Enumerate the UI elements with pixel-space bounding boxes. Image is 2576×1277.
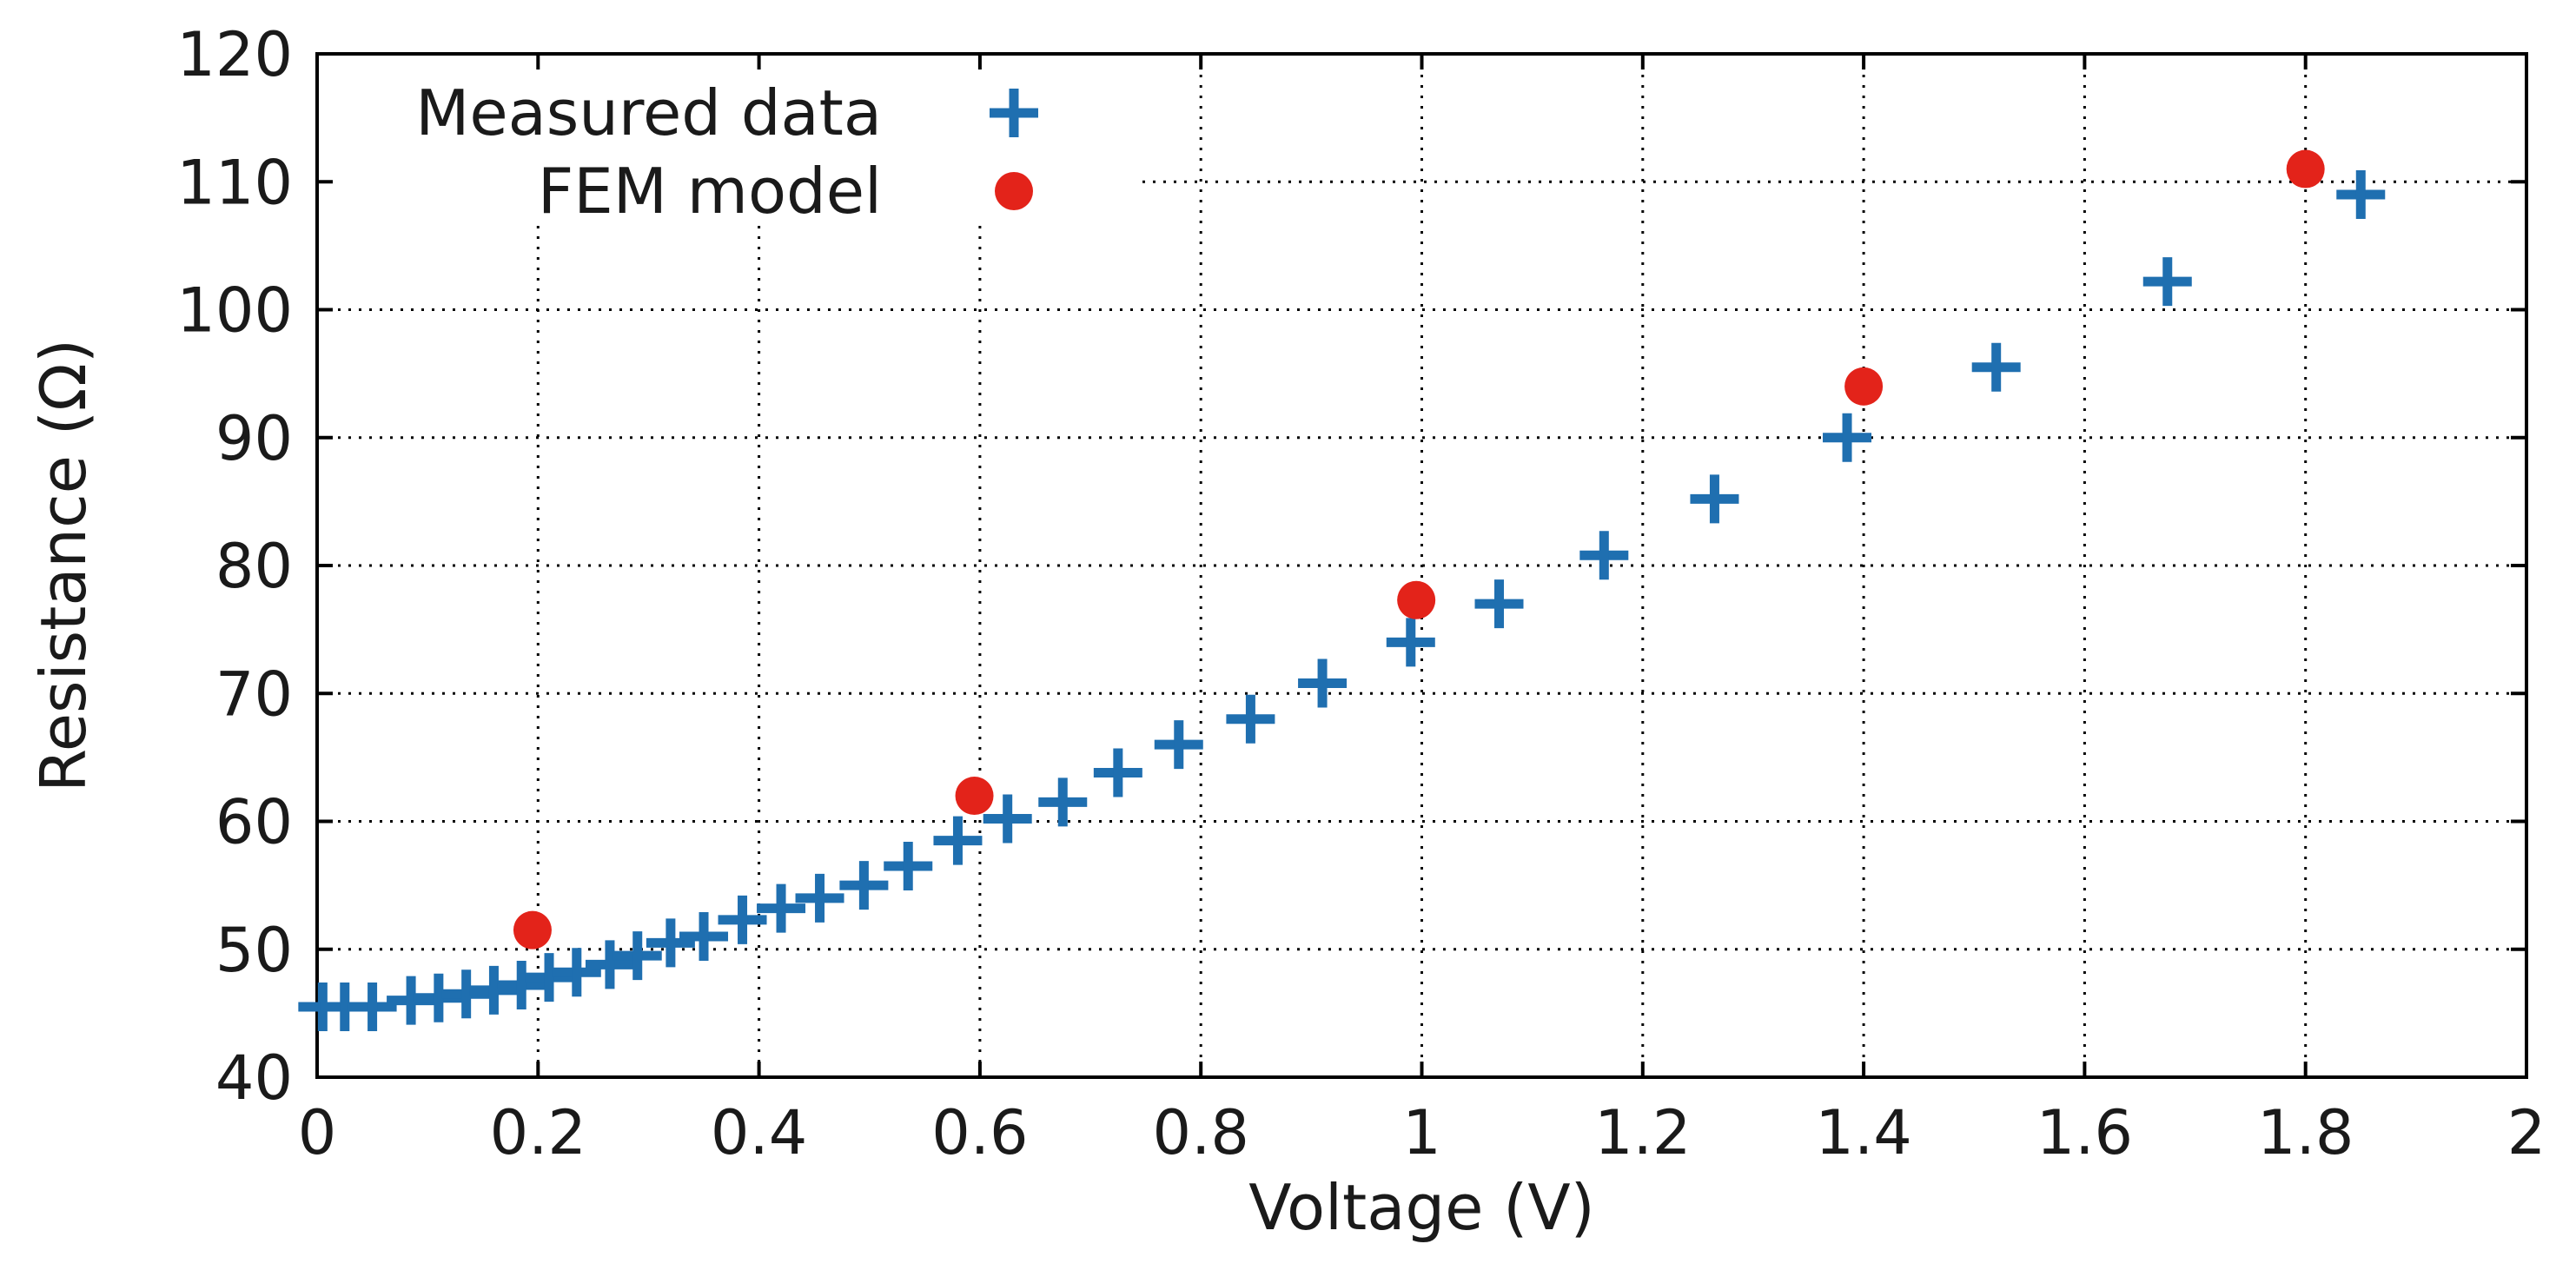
measured-data-point — [1823, 413, 1872, 462]
measured-data-point — [613, 931, 662, 981]
measured-data-point — [646, 918, 695, 968]
measured-data-point — [1474, 579, 1524, 629]
x-tick-label: 1.6 — [2036, 1097, 2133, 1168]
y-tick-label: 80 — [215, 531, 293, 602]
x-tick-label: 1.4 — [1815, 1097, 1911, 1168]
x-tick-label: 1.8 — [2257, 1097, 2354, 1168]
measured-data-point — [469, 965, 519, 1015]
measured-data-point — [2336, 169, 2386, 219]
x-tick-label: 1 — [1402, 1097, 1441, 1168]
measured-data-point — [552, 948, 601, 997]
y-tick-label: 100 — [176, 275, 293, 347]
measured-data-point — [1298, 658, 1348, 708]
fem-model-point — [1844, 367, 1884, 406]
measured-data-point — [1154, 720, 1203, 770]
measured-data-point — [348, 983, 397, 1032]
x-axis-label: Voltage (V) — [1248, 1171, 1594, 1244]
series-layer — [298, 149, 2386, 1032]
x-axis-ticks: 0 0.2 0.4 0.6 0.8 1 1.2 1.4 1.6 1.8 2 — [298, 54, 2546, 1168]
legend-marker-measured — [990, 89, 1038, 137]
y-tick-label: 110 — [176, 147, 293, 218]
measured-data-point — [839, 861, 889, 910]
y-tick-label: 40 — [215, 1042, 293, 1114]
measured-data-point — [1093, 748, 1142, 797]
measured-data-point — [884, 842, 933, 891]
measured-data-point — [525, 953, 574, 1002]
measured-data-point — [1971, 342, 2021, 392]
fem-model-point — [2286, 149, 2325, 189]
measured-data-point — [795, 873, 844, 923]
legend-label: FEM model — [538, 155, 882, 228]
measured-data-point — [1579, 531, 1629, 580]
measured-data-point — [497, 960, 546, 1009]
measured-data-point — [1226, 694, 1275, 744]
measured-data-point — [1386, 618, 1435, 667]
legend-marker-fem — [995, 172, 1033, 210]
fem-model-point — [1397, 580, 1436, 619]
measured-data-point — [2142, 257, 2192, 307]
x-tick-label: 0.4 — [711, 1097, 807, 1168]
measured-data-point — [757, 883, 806, 933]
y-tick-label: 120 — [176, 19, 293, 90]
y-tick-label: 60 — [215, 787, 293, 858]
x-tick-label: 2 — [2507, 1097, 2546, 1168]
measured-data-point — [585, 940, 634, 989]
y-tick-label: 70 — [215, 658, 293, 730]
y-tick-label: 50 — [215, 915, 293, 986]
y-axis-ticks: 40 50 60 70 80 90 100 110 120 — [176, 19, 2526, 1114]
measured-data-point — [718, 895, 767, 944]
x-tick-label: 0 — [298, 1097, 337, 1168]
x-tick-label: 0.8 — [1153, 1097, 1249, 1168]
x-tick-label: 0.2 — [490, 1097, 586, 1168]
measured-data-point — [679, 912, 729, 962]
series-fem-model — [513, 149, 2325, 949]
x-tick-label: 0.6 — [931, 1097, 1028, 1168]
x-tick-label: 1.2 — [1594, 1097, 1691, 1168]
legend-label: Measured data — [415, 76, 882, 149]
measured-data-point — [983, 794, 1032, 844]
measured-data-point — [1690, 474, 1739, 524]
measured-data-point — [933, 816, 983, 865]
fem-model-point — [955, 777, 994, 816]
series-measured-data — [298, 169, 2386, 1032]
fem-model-point — [513, 910, 552, 949]
measured-data-point — [1038, 777, 1088, 827]
y-tick-label: 90 — [215, 403, 293, 474]
y-axis-label: Resistance (Ω) — [27, 339, 100, 792]
